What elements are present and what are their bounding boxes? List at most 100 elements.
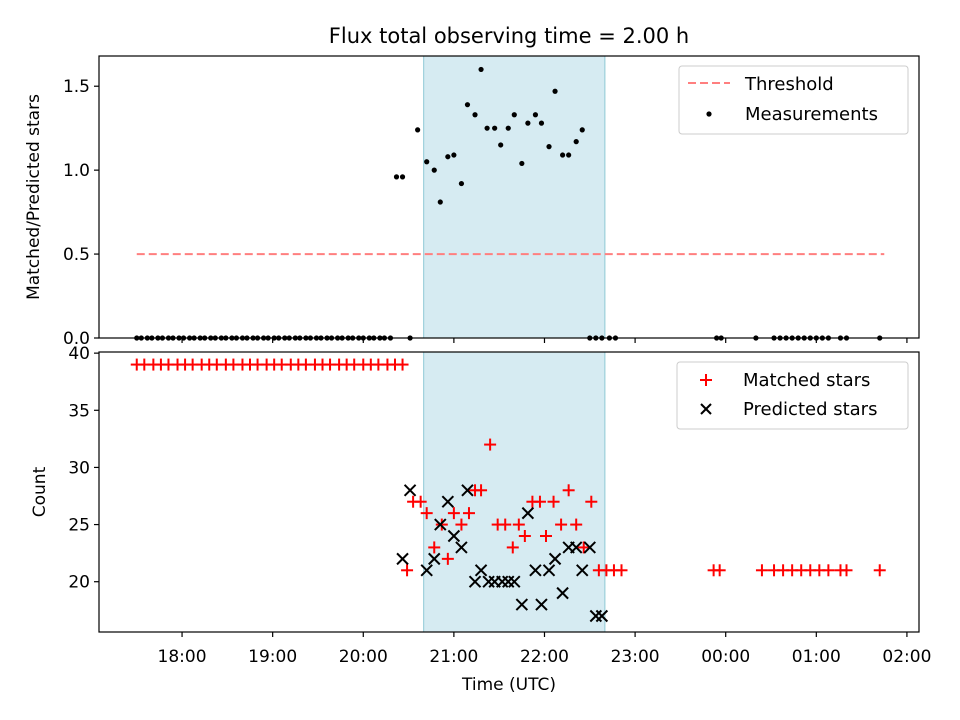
time-x-tick-label: 22:00 [520, 647, 569, 667]
predicted-star-point [542, 564, 556, 577]
count-y-tick-label: 40 [68, 344, 90, 364]
time-x-tick-label: 19:00 [248, 647, 297, 667]
predicted-star-point [508, 575, 521, 588]
measurement-point [532, 112, 539, 118]
legend-predicted-swatch [700, 403, 712, 415]
count-y-tick-label: 25 [68, 516, 90, 536]
observing-window-shade [423, 55, 606, 339]
predicted-star-point [576, 564, 589, 577]
time-x-tick-label: 01:00 [792, 647, 841, 667]
matched-star-point [506, 541, 519, 554]
ratio-panel-frame [98, 55, 920, 339]
predicted-star-point [515, 598, 529, 611]
predicted-star-point [556, 586, 569, 600]
legend-measurements-swatch [706, 111, 712, 117]
matched-star-point [414, 495, 427, 508]
matched-star-point [539, 530, 552, 542]
measurement-point [478, 66, 484, 73]
ratio-y-ticks: 0.0 0.5 1.0 1.5 [63, 77, 99, 349]
measurement-point [393, 174, 400, 180]
predicted-star-point [447, 529, 461, 543]
measurement-point [464, 102, 471, 108]
ratio-legend: Threshold Measurements [678, 65, 909, 135]
ratio-y-tick-label: 0.0 [63, 329, 90, 349]
matched-star-point [533, 495, 546, 508]
matched-star-point [562, 484, 575, 497]
matched-star-point [420, 507, 433, 520]
predicted-star-point [569, 541, 583, 554]
ratio-y-tick-label: 1.0 [63, 161, 90, 181]
predicted-star-point [535, 598, 548, 611]
legend-predicted-label: Predicted stars [743, 399, 877, 420]
matched-star-point [462, 507, 475, 520]
matched-star-point [555, 518, 568, 531]
measurement-point [552, 88, 558, 94]
measurement-point [451, 152, 457, 158]
matched-star-point [577, 541, 590, 554]
time-x-tick-label: 23:00 [611, 647, 660, 667]
ratio-y-axis-label: Matched/Predicted stars [24, 94, 44, 300]
measurement-point [498, 142, 504, 148]
measurement-point [424, 159, 430, 165]
predicted-star-point [521, 506, 535, 520]
matched-star-point [396, 358, 409, 371]
matched-star-point [499, 518, 512, 531]
observing-window-shade-bottom [423, 351, 606, 633]
matched-star-point [475, 484, 488, 497]
predicted-star-point [461, 484, 474, 497]
ratio-panel: 0.0 0.5 1.0 1.5 Flux total observing time =… [24, 24, 920, 349]
predicted-star-point [403, 484, 417, 497]
measurement-point [511, 112, 517, 118]
matched-star-point [547, 495, 560, 508]
measurement-point [546, 144, 552, 150]
time-x-tick-label: 21:00 [429, 647, 478, 667]
matched-star-point [428, 541, 441, 554]
measurement-point [458, 180, 465, 187]
measurement-point [566, 152, 572, 158]
time-x-tick-label: 18:00 [158, 647, 207, 667]
ratio-y-tick-label: 0.5 [63, 245, 90, 265]
matched-star-point [455, 518, 468, 531]
measurement-point [519, 160, 525, 167]
count-legend: Matched stars Predicted stars [676, 361, 909, 430]
matched-star-points [130, 358, 886, 577]
predicted-star-points [396, 484, 609, 623]
matched-star-point [713, 564, 726, 577]
predicted-star-point [396, 552, 409, 566]
matched-star-point [615, 564, 628, 577]
count-y-axis-label: Count [30, 466, 50, 517]
matched-star-point [585, 495, 598, 508]
legend-matched-label: Matched stars [743, 370, 870, 391]
predicted-star-point [434, 518, 447, 531]
predicted-star-point [420, 564, 433, 577]
matched-star-point [873, 564, 886, 577]
time-x-ticks: 18:00 19:00 20:00 21:00 22:00 23:00 00:00 01:00… [158, 632, 931, 667]
matched-star-point [570, 518, 583, 531]
matched-star-point [822, 564, 835, 577]
measurement-point [579, 127, 585, 133]
count-y-ticks: 20 25 30 35 40 [68, 344, 99, 593]
predicted-star-point [595, 609, 609, 623]
measurement-point [484, 125, 490, 131]
measurement-point [538, 120, 545, 126]
predicted-star-point [441, 495, 455, 508]
measurement-point [399, 174, 406, 180]
count-y-tick-label: 20 [68, 573, 90, 593]
matched-star-point [435, 518, 448, 531]
measurement-point [437, 199, 443, 205]
measurement-point [445, 154, 451, 160]
ratio-x-ticks [181, 338, 908, 343]
time-x-tick-label: 20:00 [339, 647, 388, 667]
time-x-axis-label: Time (UTC) [461, 675, 556, 695]
measurement-point [525, 120, 531, 126]
count-panel-frame [98, 351, 920, 633]
time-x-tick-label: 00:00 [701, 647, 750, 667]
predicted-star-point [455, 541, 468, 554]
ratio-y-tick-label: 1.5 [63, 77, 90, 97]
time-x-tick-label: 02:00 [882, 647, 931, 667]
predicted-star-point [428, 552, 441, 566]
chart-title: Flux total observing time = 2.00 h [329, 24, 689, 48]
predicted-star-point [468, 575, 482, 588]
matched-star-point [518, 530, 531, 542]
